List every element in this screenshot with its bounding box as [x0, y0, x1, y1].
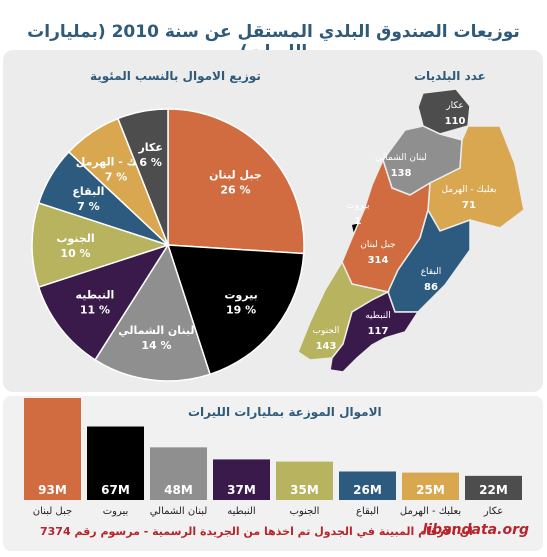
bar-category-label: عكار — [483, 506, 503, 517]
bar-category-label: البقاع — [356, 506, 379, 517]
bar — [87, 426, 144, 500]
bar-category-label: الجنوب — [290, 506, 320, 517]
bar-value-label: 48M — [164, 483, 193, 497]
map-subtitle: عدد البلديات — [414, 69, 486, 83]
bar — [213, 459, 270, 500]
bar-value-label: 67M — [101, 483, 130, 497]
bar-category-label: بعلبك - الهرمل — [400, 506, 461, 517]
bar-category-label: النبطيه — [227, 506, 255, 517]
bar — [150, 447, 207, 500]
bar — [402, 472, 459, 500]
map-region-nabatieh — [329, 290, 420, 373]
bar-category-label: لبنان الشمالي — [150, 506, 208, 517]
bar-value-label: 26M — [353, 483, 382, 497]
bar-category-label: جبل لبنان — [33, 506, 72, 517]
bar — [276, 461, 333, 500]
bar — [339, 471, 396, 500]
bar-value-label: 93M — [38, 483, 67, 497]
map-region-baalbek — [427, 125, 525, 232]
bar — [465, 475, 522, 500]
pie-subtitle: توزيع الاموال بالنسب المئوية — [90, 69, 261, 83]
bar-category-label: بيروت — [103, 506, 129, 517]
footer-note: 7374 ان الارقام المبينة في الجدول تم اخذ… — [40, 525, 473, 538]
footer-brand: libandata.org — [422, 522, 529, 538]
bar-value-label: 22M — [479, 483, 508, 497]
map-region-akkar — [417, 88, 471, 135]
bar — [24, 398, 81, 500]
bar-value-label: 37M — [227, 483, 256, 497]
bar-value-label: 25M — [416, 483, 445, 497]
bar-value-label: 35M — [290, 483, 319, 497]
bar-subtitle: الاموال الموزعة بمليارات الليرات — [188, 405, 382, 419]
